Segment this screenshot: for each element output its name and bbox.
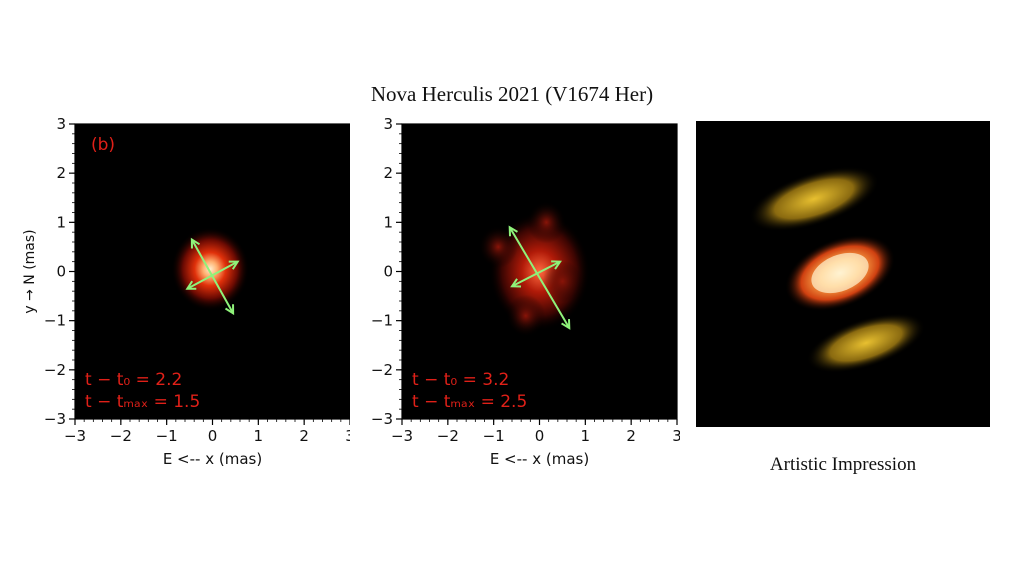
x-tick-label: −3 [391, 427, 413, 445]
x-tick-label: 1 [581, 427, 591, 445]
emission-lobe [542, 260, 583, 303]
time-label: t − t₀ = 3.2 [412, 370, 509, 390]
x-tick-label: 3 [345, 427, 350, 445]
heatmap-panel-left: −3 −2 −1 0 1 2 3 3 2 1 0 −1 −2 −3 E <-- x (mas) y → N (… [22, 115, 350, 468]
x-tick-label: 3 [672, 427, 680, 445]
x-axis-label: E <-- x (mas) [490, 450, 589, 468]
figure-title: Nova Herculis 2021 (V1674 Her) [370, 82, 654, 106]
y-tick-label: 0 [383, 263, 393, 281]
upper-lobe [748, 166, 880, 232]
x-tick-label: 0 [535, 427, 545, 445]
x-tick-label: 0 [208, 427, 218, 445]
emission-lobe [506, 294, 546, 337]
arrow-head [224, 304, 235, 316]
arrow-head [185, 280, 197, 290]
y-tick-label: 1 [383, 213, 393, 231]
heatmap-panel-right: −3 −2 −1 0 1 2 3 3 2 1 0 −1 −2 −3 E <-- x (mas) t − t₀ … [371, 115, 680, 468]
direction-arrow [511, 260, 561, 288]
x-tick-label: −2 [437, 427, 459, 445]
lower-lobe [806, 313, 926, 373]
tmax-label: t − tₘₐₓ = 2.5 [412, 392, 527, 412]
emission-blob [171, 227, 250, 311]
tmax-label: t − tₘₐₓ = 1.5 [85, 392, 200, 412]
y-tick-label: 3 [383, 115, 393, 133]
direction-arrow [191, 239, 234, 314]
arrow-head [510, 278, 522, 288]
arrow-head [508, 225, 518, 237]
x-tick-label: −1 [483, 427, 505, 445]
x-tick-label: 2 [626, 427, 636, 445]
y-tick-label: 0 [56, 263, 66, 281]
emission-lobe [478, 225, 518, 268]
artistic-impression-caption: Artistic Impression [769, 454, 917, 475]
y-tick-label: −1 [44, 312, 66, 330]
x-tick-label: −2 [110, 427, 132, 445]
y-tick-label: 2 [56, 164, 66, 182]
emission-lobe [526, 201, 567, 244]
y-tick-label: 1 [56, 213, 66, 231]
arrow-head [561, 319, 571, 330]
y-tick-label: −2 [371, 361, 393, 379]
direction-arrow [508, 226, 571, 329]
x-tick-label: 2 [299, 427, 309, 445]
y-axis-label: y → N (mas) [22, 229, 38, 313]
direction-arrow [186, 260, 239, 290]
y-tick-label: 2 [383, 164, 393, 182]
time-label: t − t₀ = 2.2 [85, 370, 182, 390]
arrow-head [551, 260, 562, 270]
x-axis-label: E <-- x (mas) [163, 450, 262, 468]
y-tick-label: −3 [371, 410, 393, 428]
y-tick-label: 3 [56, 115, 66, 133]
x-tick-label: −1 [156, 427, 178, 445]
arrow-head [228, 260, 240, 270]
y-tick-label: −2 [44, 361, 66, 379]
x-tick-label: 1 [254, 427, 264, 445]
artistic-impression-image [696, 121, 990, 427]
x-tick-label: −3 [64, 427, 86, 445]
y-tick-label: −1 [371, 312, 393, 330]
arrow-head [190, 237, 201, 249]
y-tick-label: −3 [44, 410, 66, 428]
panel-label: (b) [91, 135, 115, 155]
